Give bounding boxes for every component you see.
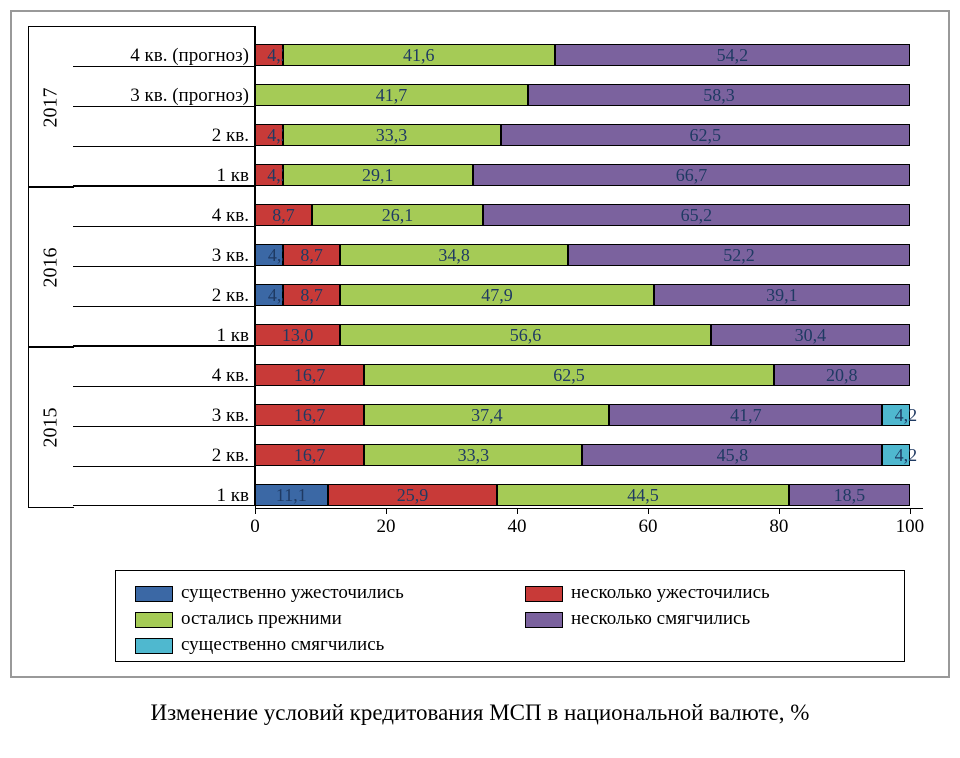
x-tick-label: 100	[896, 516, 925, 538]
bar-value-label: 29,1	[362, 165, 394, 186]
bar-value-label: 45,8	[717, 445, 749, 466]
legend-swatch	[525, 612, 563, 628]
bar-value-label: 52,2	[723, 245, 755, 266]
row-label: 4 кв. (прогноз)	[0, 45, 249, 67]
legend-label: существенно ужесточились	[181, 582, 404, 603]
legend-label: несколько смягчились	[571, 608, 750, 629]
x-tick	[255, 508, 256, 514]
bar-value-label: 8,7	[300, 285, 323, 306]
y-axis-stub	[255, 26, 256, 508]
x-tick-label: 20	[376, 516, 395, 538]
bar-value-label: 8,7	[272, 205, 295, 226]
bar-value-label: 34,8	[438, 245, 470, 266]
legend-swatch	[135, 638, 173, 654]
legend-item: остались прежними	[135, 608, 342, 630]
bar-value-label: 26,1	[382, 205, 414, 226]
row-label: 1 кв	[0, 485, 249, 507]
legend-item: существенно ужесточились	[135, 582, 404, 604]
bar-value-label: 62,5	[553, 365, 585, 386]
legend-swatch	[135, 586, 173, 602]
bar-value-label: 58,3	[703, 85, 735, 106]
bar-value-label: 39,1	[766, 285, 798, 306]
x-axis	[255, 508, 923, 509]
row-label: 2 кв.	[0, 125, 249, 147]
bar-value-label: 16,7	[294, 445, 326, 466]
bar-value-label: 33,3	[458, 445, 490, 466]
bar-value-label: 65,2	[681, 205, 713, 226]
row-label: 1 кв	[0, 165, 249, 187]
row-label: 1 кв	[0, 325, 249, 347]
row-label: 3 кв.	[0, 405, 249, 427]
row-label: 4 кв.	[0, 365, 249, 387]
row-label: 3 кв.	[0, 245, 249, 267]
row-label: 4 кв.	[0, 205, 249, 227]
bar-value-label: 33,3	[376, 125, 408, 146]
bar-value-label: 18,5	[834, 485, 866, 506]
bar-value-label: 4,2	[895, 405, 918, 426]
bar-value-label: 30,4	[795, 325, 827, 346]
x-tick	[386, 508, 387, 514]
legend-swatch	[525, 586, 563, 602]
x-tick-label: 60	[638, 516, 657, 538]
x-tick-label: 80	[769, 516, 788, 538]
bar-value-label: 8,7	[300, 245, 323, 266]
bar-value-label: 16,7	[294, 405, 326, 426]
x-tick-label: 40	[507, 516, 526, 538]
bar-value-label: 41,7	[376, 85, 408, 106]
row-label: 3 кв. (прогноз)	[0, 85, 249, 107]
legend-label: существенно смягчились	[181, 634, 384, 655]
legend-label: несколько ужесточились	[571, 582, 770, 603]
bar-value-label: 25,9	[397, 485, 429, 506]
bar-value-label: 4,2	[895, 445, 918, 466]
x-tick-label: 0	[250, 516, 260, 538]
bar-value-label: 41,6	[403, 45, 435, 66]
legend-swatch	[135, 612, 173, 628]
x-tick	[910, 508, 911, 514]
bar-value-label: 16,7	[294, 365, 326, 386]
bar-value-label: 20,8	[826, 365, 858, 386]
bar-value-label: 62,5	[689, 125, 721, 146]
bar-value-label: 11,1	[276, 485, 307, 506]
x-tick	[517, 508, 518, 514]
bar-value-label: 66,7	[676, 165, 708, 186]
bar-value-label: 47,9	[481, 285, 513, 306]
legend-label: остались прежними	[181, 608, 342, 629]
x-tick	[779, 508, 780, 514]
legend-item: существенно смягчились	[135, 634, 384, 656]
row-label: 2 кв.	[0, 285, 249, 307]
chart-caption: Изменение условий кредитования МСП в нац…	[0, 700, 960, 726]
bar-value-label: 37,4	[471, 405, 503, 426]
bar-value-label: 41,7	[730, 405, 762, 426]
bar-value-label: 13,0	[282, 325, 314, 346]
legend-item: несколько ужесточились	[525, 582, 770, 604]
row-label: 2 кв.	[0, 445, 249, 467]
x-tick	[648, 508, 649, 514]
bar-value-label: 56,6	[510, 325, 542, 346]
bar-value-label: 44,5	[627, 485, 659, 506]
legend-item: несколько смягчились	[525, 608, 750, 630]
bar-value-label: 54,2	[717, 45, 749, 66]
